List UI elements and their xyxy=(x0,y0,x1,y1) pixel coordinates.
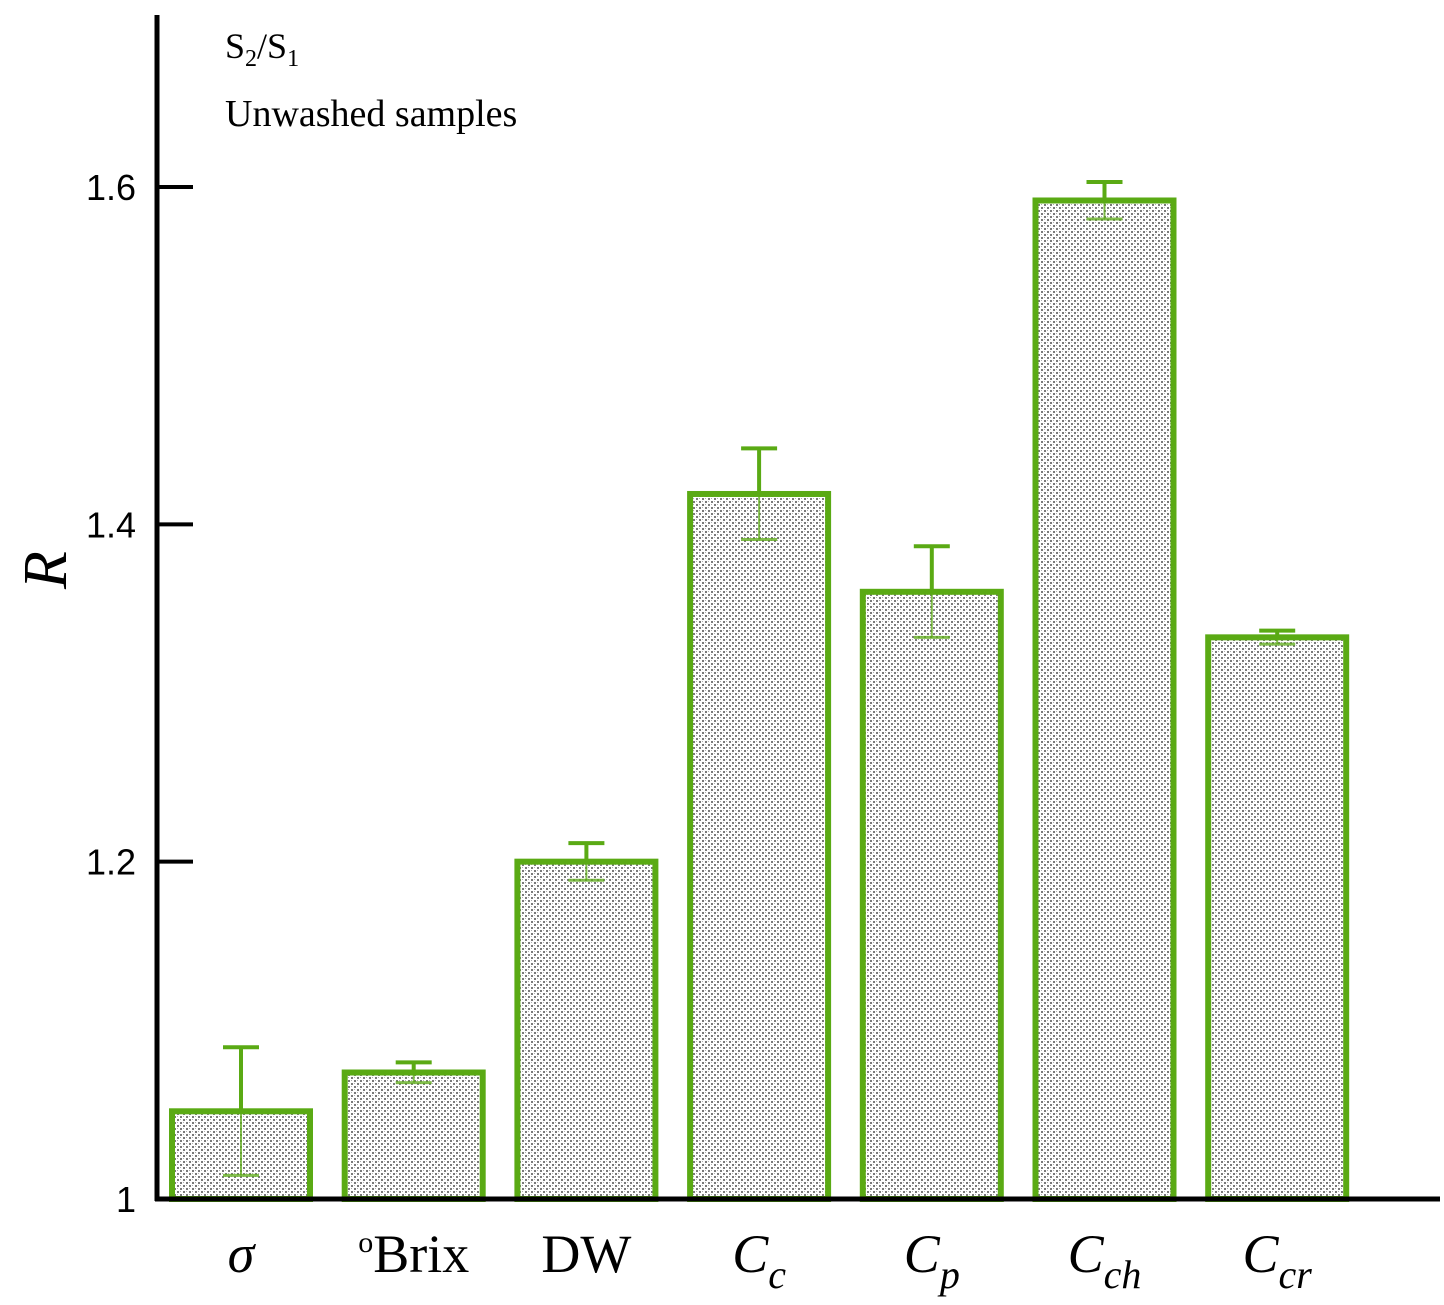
bar-ccr xyxy=(1205,634,1350,1202)
y-tick-label-1.2: 1.2 xyxy=(86,842,136,883)
labels-layer: σ oBrix DW Cc Cp Cch Ccr xyxy=(228,1224,1313,1297)
y-tick-label-1.6: 1.6 xyxy=(86,167,136,208)
bar-cc xyxy=(687,490,832,1202)
bar-brix xyxy=(341,1069,486,1202)
bar-cch xyxy=(1032,197,1177,1202)
bars-layer xyxy=(169,179,1350,1203)
y-tick-label-1.4: 1.4 xyxy=(86,504,136,545)
y-tick-label-1: 1 xyxy=(116,1179,136,1220)
x-tick-label-ccr: Ccr xyxy=(1243,1224,1313,1297)
subtitle-annotation: Unwashed samples xyxy=(225,93,517,135)
x-tick-label-cch: Cch xyxy=(1068,1224,1142,1297)
x-tick-label-cc: Cc xyxy=(732,1224,786,1297)
x-tick-label-brix: oBrix xyxy=(358,1224,469,1284)
axes-layer: 1 1.2 1.4 1.6 xyxy=(86,15,1440,1220)
x-tick-label-dw: DW xyxy=(541,1224,631,1284)
y-axis-label: R xyxy=(12,551,80,590)
bar-cp xyxy=(859,588,1004,1202)
bar-dw xyxy=(514,858,659,1203)
x-tick-label-sigma: σ xyxy=(228,1224,257,1284)
ratio-annotation: S2/S1 xyxy=(225,26,299,72)
x-tick-label-cp: Cp xyxy=(904,1224,960,1297)
